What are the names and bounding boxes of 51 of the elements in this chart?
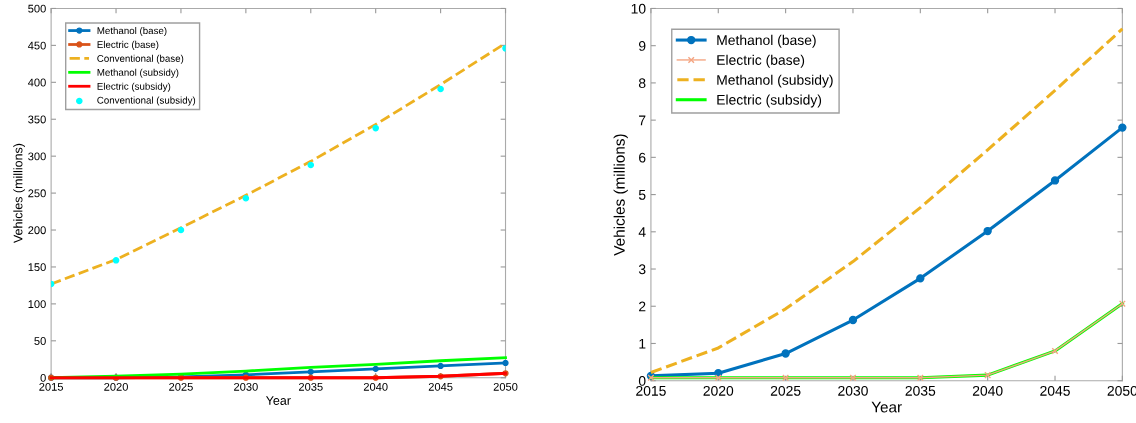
x-tick-label: 2045: [428, 382, 453, 391]
y-tick-label: 5: [638, 190, 646, 200]
x-tick-label: 2030: [234, 382, 258, 391]
legend-label: Conventional (base): [97, 54, 184, 64]
y-tick-label: 450: [27, 41, 46, 50]
y-tick-label: 200: [28, 226, 46, 235]
x-tick-label: 2030: [838, 385, 868, 396]
y-tick-label: 150: [28, 263, 46, 272]
y-tick-label: 6: [639, 152, 646, 163]
y-tick-label: 1: [639, 338, 646, 349]
y-tick-label: 4: [638, 227, 646, 237]
legend-label: Methanol (base): [97, 26, 167, 36]
x-tick-label: 2025: [770, 385, 801, 396]
legend-label: Electric (base): [717, 54, 805, 68]
legend-label: Conventional (subsidy): [97, 96, 196, 106]
legend-label: Methanol (base): [717, 34, 816, 48]
x-tick-label: 2040: [363, 382, 388, 391]
x-tick-label: 2050: [493, 382, 518, 391]
x-axis-title: Year: [871, 401, 902, 413]
y-tick-label: 8: [638, 78, 646, 89]
legend-label: Methanol (subsidy): [717, 74, 833, 88]
y-tick-label: 50: [34, 337, 46, 345]
x-tick-label: 2015: [39, 382, 64, 391]
legend-label: Methanol (subsidy): [97, 68, 179, 78]
x-tick-label: 2035: [905, 385, 936, 396]
y-tick-label: 350: [28, 115, 46, 124]
legend-label: Electric (subsidy): [97, 82, 171, 92]
y-tick-label: 7: [639, 115, 646, 126]
x-tick-label: 2020: [703, 385, 734, 396]
y-tick-label: 250: [28, 189, 46, 198]
y-tick-label: 9: [638, 41, 646, 51]
x-tick-label: 2035: [298, 382, 323, 391]
x-tick-label: 2045: [1040, 385, 1070, 396]
y-tick-label: 400: [27, 78, 46, 87]
legend-label: Electric (subsidy): [717, 94, 822, 108]
y-tick-label: 3: [638, 264, 646, 275]
y-tick-label: 0: [638, 376, 646, 386]
x-tick-label: 2020: [104, 382, 128, 391]
x-tick-label: 2025: [169, 382, 193, 391]
y-axis-title: Vehicles (millions): [13, 143, 25, 244]
x-tick-label: 2040: [972, 385, 1003, 396]
y-tick-label: 0: [40, 374, 46, 382]
x-tick-label: 2015: [636, 385, 666, 396]
y-tick-label: 100: [28, 300, 46, 309]
y-tick-label: 300: [28, 152, 46, 161]
x-axis-title: Year: [265, 396, 291, 405]
y-tick-label: 10: [631, 3, 646, 14]
legend-label: Electric (base): [97, 40, 159, 50]
y-tick-label: 2: [639, 301, 646, 312]
y-axis-title: Vehicles (millions): [613, 134, 628, 256]
y-tick-label: 500: [28, 4, 46, 13]
